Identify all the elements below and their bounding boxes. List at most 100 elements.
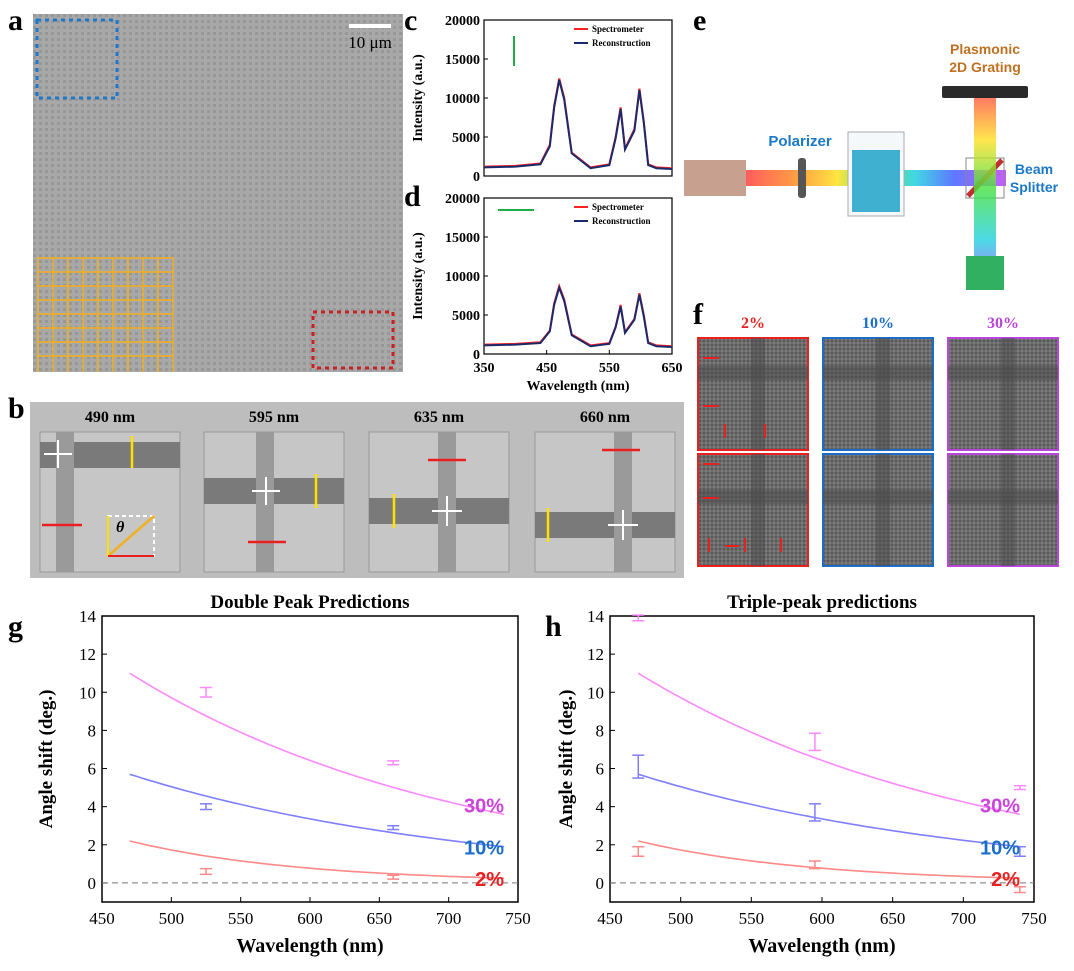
y-tick-label: 8: [88, 721, 97, 740]
x-axis-label: Wavelength (nm): [526, 379, 629, 394]
x-tick-label: 750: [1021, 909, 1047, 928]
plot-frame: [101, 615, 519, 903]
y-tick-label: 5000: [452, 309, 480, 324]
splitter-label-line1: Beam: [1015, 161, 1053, 177]
series-label-30pct: 30%: [980, 795, 1020, 817]
yellow-cell-grid: [37, 257, 174, 372]
cell-image-660: [534, 431, 676, 573]
theta-label: θ: [116, 519, 125, 536]
y-tick-label: 0: [473, 348, 480, 363]
cell-image-635: [368, 431, 510, 573]
scale-bar: [349, 24, 391, 28]
panel-c-spectrum-chart: 0 5000 10000 15000 20000 Intensity (a.u.) Spec…: [411, 14, 673, 185]
polarizer-element: [798, 158, 806, 198]
wavelength-label-660: 660 nm: [580, 409, 631, 426]
y-axis-label: Angle shift (deg.): [36, 690, 57, 829]
series-label-30pct: 30%: [464, 795, 504, 817]
fit-curve-2pct: [129, 840, 505, 879]
red-arrow-markers: [703, 357, 782, 552]
y-tick-label: 4: [88, 798, 97, 817]
column-label-10: 10%: [862, 315, 894, 332]
y-tick-label: 8: [596, 721, 605, 740]
panel-label-e: e: [693, 4, 707, 37]
y-tick-label: 0: [88, 874, 97, 893]
image-30pct-bottom: [947, 453, 1059, 567]
y-tick-label: 4: [596, 798, 605, 817]
fit-curve-10pct: [638, 773, 1020, 848]
panel-d-spectrum-chart: 0 5000 10000 15000 20000 350 450 550 650 Intensit…: [411, 192, 683, 394]
fit-curve-30pct: [129, 672, 505, 816]
y-tick-label: 14: [587, 607, 605, 626]
series-label-10pct: 10%: [464, 838, 504, 860]
image-30pct-top: [947, 337, 1059, 451]
x-tick-label: 700: [436, 909, 462, 928]
y-tick-label: 12: [587, 645, 604, 664]
y-tick-label: 0: [473, 170, 480, 185]
y-tick-label: 2: [596, 836, 605, 855]
legend-label: Spectrometer: [592, 24, 644, 34]
fit-curve-10pct: [129, 773, 505, 848]
red-roi-box: [311, 310, 395, 370]
panel-label-d: d: [404, 180, 421, 213]
y-tick-label: 10: [79, 683, 96, 702]
splitter-label-line2: Splitter: [1010, 179, 1059, 195]
y-tick-label: 14: [79, 607, 97, 626]
x-tick-label: 750: [505, 909, 531, 928]
cell-image-490: θ: [39, 431, 181, 573]
fit-curve-30pct: [637, 672, 1021, 816]
x-axis-label: Wavelength (nm): [236, 935, 383, 957]
panel-label-c: c: [404, 4, 418, 37]
series-label-2pct: 2%: [991, 869, 1020, 891]
legend-label: Reconstruction: [592, 216, 651, 226]
light-source: [684, 160, 746, 196]
image-2pct-top: [697, 337, 809, 451]
wavelength-label-490: 490 nm: [85, 409, 136, 426]
image-10pct-top: [822, 337, 934, 451]
wavelength-label-635: 635 nm: [414, 409, 465, 426]
panel-e-setup-diagram: Polarizer Plasmonic 2D Grating Beam Spli…: [684, 41, 1059, 290]
fit-curve-2pct: [638, 840, 1020, 879]
x-tick-label: 600: [809, 909, 835, 928]
y-axis-label: Intensity (a.u.): [411, 54, 426, 142]
series-line-reconstruction: [483, 79, 673, 170]
panel-label-g: g: [8, 610, 23, 643]
camera-detector: [966, 256, 1004, 290]
panel-a-micrograph: 10 μm: [33, 14, 403, 372]
panel-label-b: b: [8, 392, 25, 425]
y-tick-label: 15000: [445, 231, 480, 246]
x-tick-label: 450: [597, 909, 623, 928]
x-tick-label: 450: [89, 909, 115, 928]
y-tick-label: 20000: [445, 192, 480, 207]
y-tick-label: 10000: [445, 92, 480, 107]
series-line-reconstruction: [483, 284, 673, 348]
y-tick-label: 5000: [452, 131, 480, 146]
image-10pct-bottom: [822, 453, 934, 567]
series-label-10pct: 10%: [980, 838, 1020, 860]
x-tick-label: 650: [662, 361, 683, 376]
grating-texture: [33, 14, 403, 372]
x-tick-label: 350: [474, 361, 495, 376]
panel-b-images: 490 nm 595 nm 635 nm 660 nm θ: [30, 402, 684, 578]
legend-label: Spectrometer: [592, 202, 644, 212]
x-tick-label: 500: [159, 909, 185, 928]
y-axis-label: Angle shift (deg.): [556, 690, 577, 829]
x-tick-label: 700: [951, 909, 977, 928]
cell-image-595: [203, 431, 345, 573]
x-tick-label: 650: [880, 909, 906, 928]
panel-label-f: f: [693, 298, 703, 331]
polarizer-label: Polarizer: [768, 133, 832, 150]
x-axis-label: Wavelength (nm): [748, 935, 895, 957]
panel-h-triple-peak-chart: Triple-peak predictions 0 2 4 6 8 10 12 14 450 500…: [556, 592, 1047, 957]
grating-label-line2: 2D Grating: [949, 59, 1021, 75]
x-tick-label: 550: [599, 361, 620, 376]
legend-label: Reconstruction: [592, 38, 651, 48]
chart-title: Double Peak Predictions: [210, 592, 409, 613]
y-tick-label: 20000: [445, 14, 480, 29]
panel-label-h: h: [545, 610, 562, 643]
y-tick-label: 12: [79, 645, 96, 664]
wavelength-label-595: 595 nm: [249, 409, 300, 426]
x-tick-label: 600: [297, 909, 323, 928]
y-tick-label: 0: [596, 874, 605, 893]
chart-title: Triple-peak predictions: [727, 592, 917, 613]
